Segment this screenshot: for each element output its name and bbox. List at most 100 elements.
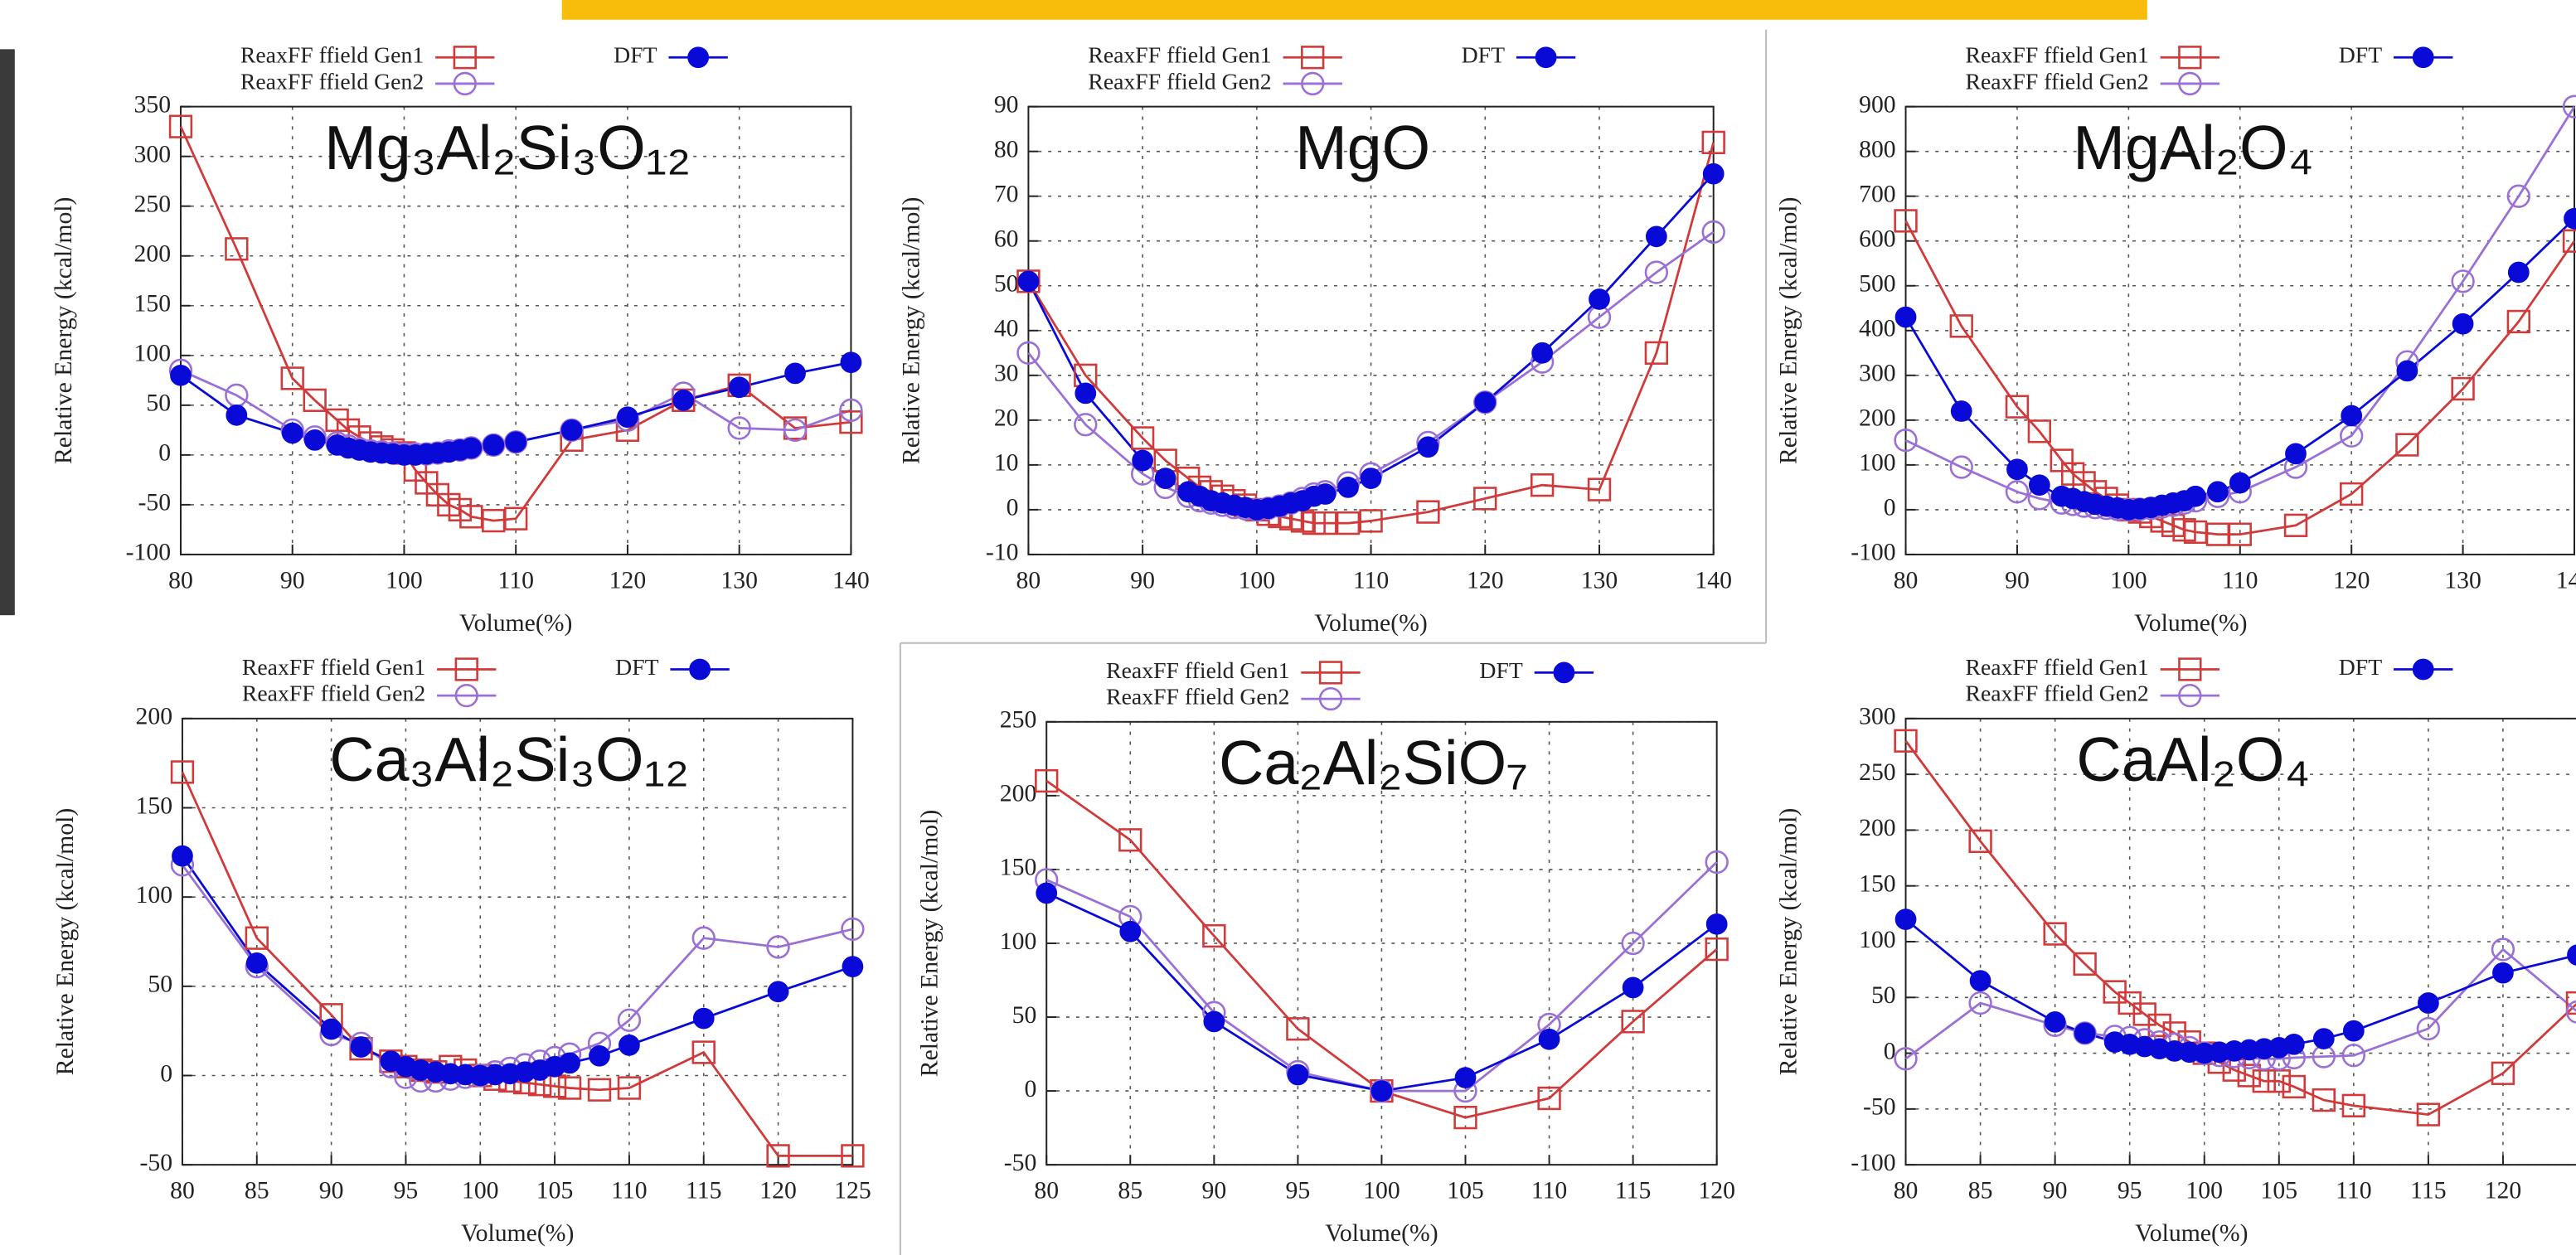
x-tick-label: 100 [386, 567, 423, 594]
y-tick-label: 200 [1859, 405, 1896, 432]
x-tick-label: 100 [2185, 1178, 2223, 1204]
marker [1336, 511, 1361, 535]
marker [1894, 909, 1917, 930]
marker [460, 437, 483, 459]
y-tick-label: 30 [994, 361, 1019, 387]
marker [1119, 920, 1142, 942]
legend-marker [2178, 71, 2202, 96]
marker [170, 364, 192, 386]
marker [766, 1144, 790, 1168]
y-tick-label: 50 [1871, 982, 1896, 1009]
marker [350, 1036, 372, 1058]
marker [691, 926, 716, 950]
y-tick-label: 250 [134, 191, 172, 218]
legend-marker [1301, 46, 1325, 70]
marker [2027, 419, 2052, 443]
marker [1075, 382, 1097, 405]
x-axis-label: Volume(%) [459, 610, 572, 637]
marker [505, 431, 527, 453]
panel: -50 0 50 100 150 200 80 85 90 95 100 105 110 115 120 12… [52, 654, 871, 1247]
legend-label: ReaxFF ffield Gen1 [242, 654, 425, 680]
legend-label: ReaxFF ffield Gen2 [1106, 683, 1289, 709]
y-tick-label: 60 [994, 226, 1019, 253]
x-tick-label: 110 [497, 567, 533, 594]
marker [1474, 391, 1497, 414]
plot-frame [1904, 105, 2576, 555]
panel: -50 0 50 100 150 200 250 80 85 90 95 100 105 110 115 12… [916, 657, 1735, 1247]
marker [692, 1007, 715, 1030]
y-tick-label: 90 [994, 91, 1019, 118]
marker [1949, 314, 1973, 338]
marker [1130, 426, 1155, 450]
x-tick-label: 80 [1894, 567, 1919, 594]
legend-label: DFT [2339, 654, 2382, 680]
marker [2418, 992, 2439, 1014]
marker [320, 1018, 342, 1040]
legend-marker [2178, 657, 2202, 681]
marker [1454, 1067, 1477, 1088]
marker [2452, 313, 2474, 335]
marker [1968, 829, 1992, 854]
y-tick-label: -50 [1863, 1094, 1896, 1121]
marker [1969, 970, 1991, 991]
x-tick-label: 80 [168, 567, 193, 594]
marker [1417, 436, 1439, 458]
y-tick-label: 80 [994, 136, 1019, 162]
marker [2006, 458, 2028, 481]
x-tick-label: 90 [280, 567, 305, 594]
marker [784, 362, 806, 385]
marker [691, 1040, 716, 1064]
marker [2147, 1013, 2171, 1038]
legend-marker [2412, 658, 2434, 681]
y-axis-label: Relative Energy (kcal/mol) [1776, 197, 1802, 464]
y-tick-label: -50 [1004, 1150, 1037, 1176]
marker [1016, 341, 1041, 365]
y-tick-label: 150 [134, 291, 172, 317]
legend-label: ReaxFF ffield Gen1 [240, 42, 424, 68]
y-tick-label: 50 [1012, 1002, 1037, 1029]
legend-marker [2178, 683, 2202, 708]
panel: -10 0 10 20 30 40 50 60 70 80 90 80 90 100 110 120 130 14… [899, 42, 1732, 637]
chart-title: Ca₃Al₂Si₃O₁₂ [329, 724, 689, 794]
marker [1894, 729, 1918, 753]
marker [557, 1076, 582, 1100]
marker [1359, 509, 1383, 533]
x-tick-label: 130 [720, 567, 758, 594]
y-tick-label: 350 [134, 91, 172, 118]
marker [1589, 288, 1610, 310]
legend-marker [1553, 661, 1575, 684]
marker [2185, 485, 2206, 507]
legend-label: ReaxFF ffield Gen2 [1088, 68, 1271, 94]
y-tick-label: 100 [1000, 928, 1037, 955]
marker [1337, 477, 1359, 498]
marker [2562, 94, 2576, 119]
legend-marker [453, 71, 477, 96]
marker [1621, 1010, 1645, 1034]
marker [245, 952, 268, 974]
chart-title: MgO [1295, 113, 1430, 182]
marker [2283, 513, 2308, 537]
legend-label: DFT [1462, 42, 1505, 68]
legend-marker [453, 46, 477, 70]
panel: -100 -50 0 50 100 150 200 250 300 350 80 90 100 110 12… [51, 42, 870, 637]
marker [1416, 500, 1440, 524]
marker [1036, 882, 1058, 904]
y-tick-label: 50 [148, 972, 172, 998]
marker [1587, 477, 1612, 502]
marker [559, 1052, 580, 1074]
marker [1203, 1010, 1225, 1033]
legend-marker [2178, 46, 2202, 70]
marker [245, 926, 269, 950]
marker [617, 406, 638, 429]
y-tick-label: 50 [146, 390, 171, 417]
x-tick-label: 110 [1353, 567, 1389, 594]
y-tick-label: 100 [134, 341, 172, 367]
legend-marker [689, 658, 711, 681]
marker [2562, 229, 2576, 253]
x-tick-label: 105 [1447, 1178, 1484, 1204]
chart-title: Ca₂Al₂SiO₇ [1219, 728, 1528, 797]
marker [226, 404, 248, 426]
marker [168, 114, 193, 138]
x-tick-label: 90 [1201, 1178, 1226, 1204]
marker [2341, 405, 2363, 427]
